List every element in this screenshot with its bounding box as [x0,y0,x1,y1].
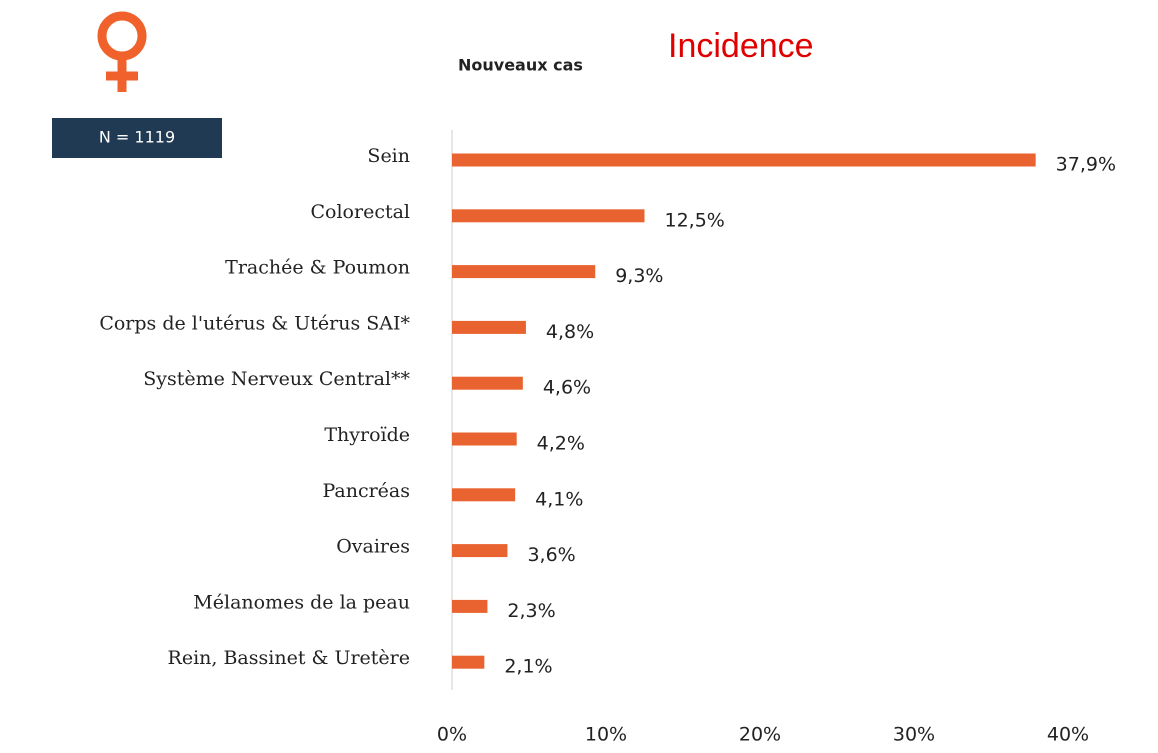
value-label: 4,2% [537,433,585,455]
x-tick-label: 30% [893,724,935,746]
category-label: Mélanomes de la peau [193,591,410,613]
value-label: 3,6% [527,544,575,566]
bar [452,432,517,446]
bar [452,209,645,223]
category-label: Ovaires [336,536,410,558]
category-label: Thyroïde [324,424,410,446]
bar [452,655,485,669]
value-label: 37,9% [1056,154,1116,176]
category-label: Colorectal [311,201,411,223]
female-symbol [97,11,147,92]
category-label: Trachée & Poumon [225,257,410,279]
value-label: 2,3% [507,600,555,622]
value-label: 12,5% [665,209,725,231]
value-label: 4,8% [546,321,594,343]
category-label: Rein, Bassinet & Uretère [168,647,410,669]
n-box [52,118,222,158]
category-label: Sein [367,145,410,167]
bar [452,265,596,279]
category-label: Système Nerveux Central** [143,368,410,390]
bar [452,376,523,390]
value-label: 9,3% [615,265,663,287]
bar [452,153,1036,167]
bar [452,320,526,334]
bar [452,488,516,502]
value-label: 4,6% [543,377,591,399]
category-label: Corps de l'utérus & Utérus SAI* [99,312,410,334]
category-label: Pancréas [322,480,410,502]
x-tick-label: 0% [437,724,467,746]
value-label: 4,1% [535,488,583,510]
bar [452,599,488,613]
value-label: 2,1% [504,656,552,678]
x-tick-label: 20% [739,724,781,746]
sample-size: N = 1119 [99,128,175,147]
chart-subtitle: Nouveaux cas [458,56,583,75]
x-tick-label: 10% [585,724,627,746]
bar [452,544,508,558]
chart-title: Incidence [668,27,814,65]
x-tick-label: 40% [1047,724,1089,746]
